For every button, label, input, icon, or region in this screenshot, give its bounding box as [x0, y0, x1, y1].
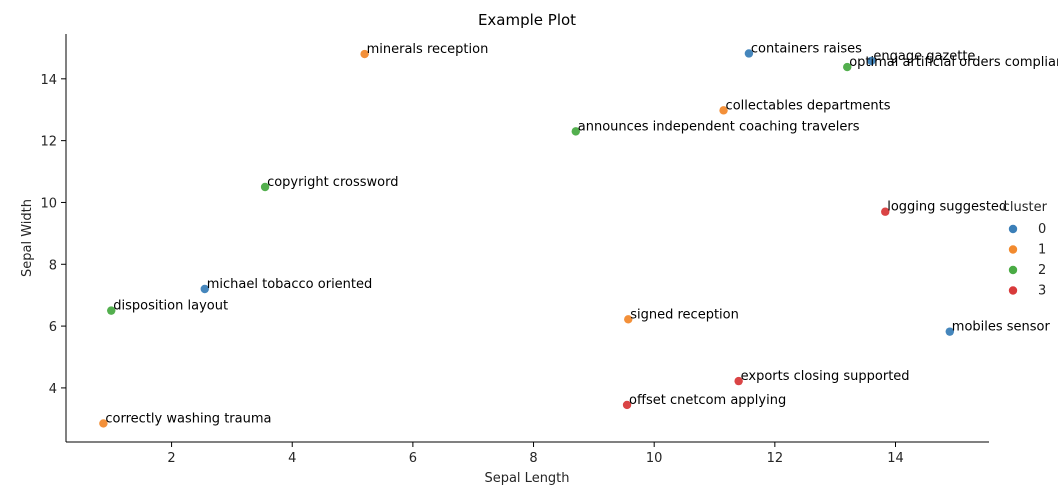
- point-label: michael tobacco oriented: [207, 277, 373, 292]
- data-point: [945, 327, 954, 336]
- point-label: copyright crossword: [267, 175, 398, 190]
- data-point: [881, 207, 890, 216]
- y-tick-label: 12: [40, 135, 57, 150]
- data-point: [360, 49, 369, 59]
- x-tick-label: 14: [887, 451, 904, 466]
- data-point: [734, 376, 743, 386]
- point-label: engage gazette: [873, 49, 975, 64]
- x-axis-ticks: 2 4 6 8 10 12 14: [167, 442, 904, 466]
- x-tick-label: 8: [529, 451, 537, 466]
- point-label: logging suggested: [887, 200, 1007, 215]
- legend-label: 3: [1038, 284, 1046, 299]
- legend-title: cluster: [1003, 200, 1048, 215]
- legend-label: 2: [1038, 263, 1046, 278]
- data-point: [719, 106, 728, 115]
- legend-marker: [1008, 265, 1018, 275]
- legend-marker: [1008, 224, 1018, 234]
- y-tick-label: 14: [40, 73, 57, 88]
- data-point: [571, 127, 580, 136]
- point-label: disposition layout: [113, 299, 228, 314]
- data-point: [200, 284, 209, 294]
- point-label: exports closing supported: [741, 369, 910, 384]
- data-point: [99, 419, 108, 428]
- y-tick-label: 4: [49, 382, 57, 397]
- point-label: signed reception: [630, 307, 739, 322]
- y-tick-label: 6: [49, 320, 57, 335]
- point-label: announces independent coaching travelers: [578, 119, 860, 134]
- point-label: collectables departments: [726, 98, 891, 113]
- data-point: [260, 182, 270, 192]
- point-label: minerals reception: [367, 42, 489, 57]
- y-axis-ticks: 4 6 8 10 12 14: [40, 73, 66, 397]
- data-point: [744, 49, 754, 58]
- legend-marker: [1008, 286, 1018, 295]
- x-tick-label: 10: [646, 451, 663, 466]
- y-axis-label: Sepal Width: [20, 199, 35, 277]
- point-label: offset cnetcom applying: [629, 393, 786, 408]
- data-point: [622, 400, 632, 410]
- legend-marker: [1008, 245, 1018, 254]
- data-point: [107, 306, 116, 315]
- data-point: [624, 315, 633, 324]
- chart-title: Example Plot: [478, 11, 576, 29]
- x-tick-label: 12: [767, 451, 784, 466]
- point-label: mobiles sensor: [952, 320, 1051, 335]
- legend-label: 0: [1038, 222, 1046, 237]
- y-tick-label: 8: [49, 258, 57, 273]
- data-point: [867, 56, 876, 66]
- x-tick-label: 4: [288, 451, 296, 466]
- plot-area: minerals reception containers raises engag…: [99, 41, 1058, 428]
- data-point: [843, 62, 852, 72]
- y-tick-label: 10: [40, 196, 57, 211]
- legend-label: 1: [1038, 243, 1046, 258]
- legend: cluster 0 1 2 3: [1003, 200, 1048, 299]
- point-label: optimal artificial orders compliance: [849, 55, 1058, 70]
- point-label: correctly washing trauma: [105, 411, 271, 426]
- x-axis-label: Sepal Length: [484, 471, 569, 486]
- point-label: containers raises: [751, 41, 862, 56]
- x-tick-label: 6: [409, 451, 417, 466]
- x-tick-label: 2: [167, 451, 175, 466]
